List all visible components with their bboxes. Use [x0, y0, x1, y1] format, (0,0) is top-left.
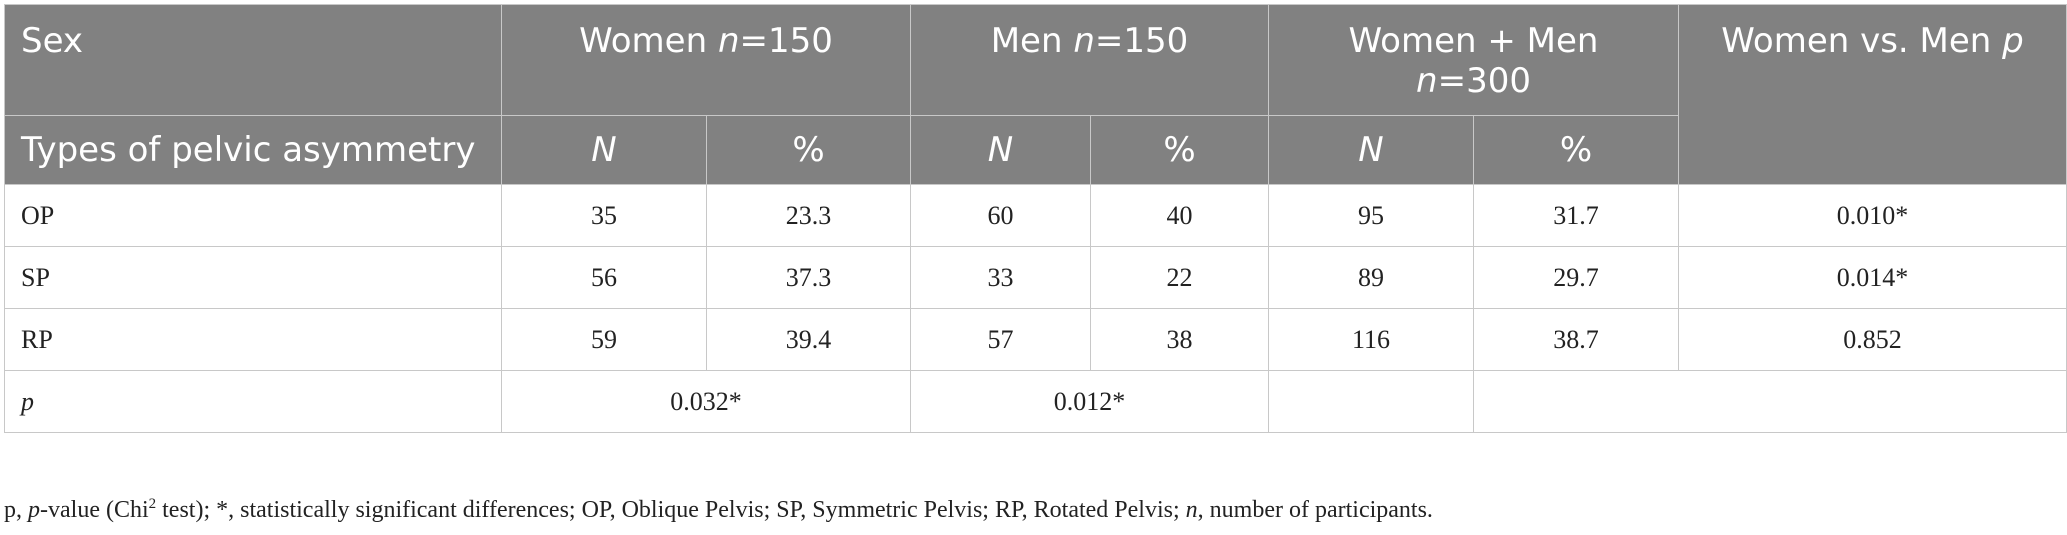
table-row: RP 59 39.4 57 38 116 38.7 0.852	[4, 308, 2067, 371]
row-type: RP	[4, 308, 502, 371]
men-n-cell: 57	[910, 308, 1091, 371]
total-pct-header: %	[1472, 115, 1680, 185]
men-n-cell: 60	[910, 184, 1091, 247]
men-pct-cell: 40	[1090, 184, 1269, 247]
women-pct-cell: 39.4	[706, 308, 911, 371]
men-p-cell: 0.012*	[910, 370, 1269, 433]
p-row: p 0.032* 0.012*	[4, 370, 2067, 433]
total-pct-cell: 31.7	[1472, 184, 1680, 247]
p-value-cell: 0.852	[1678, 308, 2067, 371]
pelvic-asymmetry-table: Sex Women n=150 Men n=150 Women + Men n=3…	[4, 4, 2067, 433]
women-pct-cell: 23.3	[706, 184, 911, 247]
p-value-cell: 0.010*	[1678, 184, 2067, 247]
women-pct-header: %	[706, 115, 911, 185]
men-pct-header: %	[1090, 115, 1269, 185]
p-value-cell: 0.014*	[1678, 246, 2067, 309]
total-header: Women + Men n=300	[1267, 4, 1680, 116]
men-pct-cell: 22	[1090, 246, 1269, 309]
women-n-header: N	[501, 115, 707, 185]
table-row: OP 35 23.3 60 40 95 31.7 0.010*	[4, 184, 2067, 247]
women-n-cell: 56	[501, 246, 707, 309]
men-header: Men n=150	[910, 4, 1269, 116]
women-header: Women n=150	[501, 4, 911, 116]
comparison-header: Women vs. Men p	[1678, 4, 2067, 185]
table-footnote: p, p-value (Chi2 test); *, statistically…	[4, 496, 1433, 523]
total-n-cell: 95	[1268, 184, 1474, 247]
women-n-cell: 35	[501, 184, 707, 247]
total-pct-cell: 29.7	[1472, 246, 1680, 309]
men-pct-cell: 38	[1090, 308, 1269, 371]
sex-header: Sex	[4, 4, 502, 116]
men-n-header: N	[910, 115, 1091, 185]
row-type: SP	[4, 246, 502, 309]
header-row-2: Types of pelvic asymmetry N % N % N %	[4, 115, 2067, 185]
p-row-label: p	[4, 370, 502, 433]
header-row-1: Sex Women n=150 Men n=150 Women + Men n=3…	[4, 4, 2067, 185]
row-type: OP	[4, 184, 502, 247]
women-n-cell: 59	[501, 308, 707, 371]
table-row: SP 56 37.3 33 22 89 29.7 0.014*	[4, 246, 2067, 309]
total-pct-cell: 38.7	[1472, 308, 1680, 371]
empty-cell	[1268, 370, 1474, 433]
women-p-cell: 0.032*	[501, 370, 911, 433]
total-n-cell: 116	[1268, 308, 1474, 371]
total-n-header: N	[1268, 115, 1474, 185]
men-n-cell: 33	[910, 246, 1091, 309]
types-header: Types of pelvic asymmetry	[4, 115, 502, 185]
women-pct-cell: 37.3	[706, 246, 911, 309]
empty-cell	[1472, 370, 2067, 433]
total-n-cell: 89	[1268, 246, 1474, 309]
